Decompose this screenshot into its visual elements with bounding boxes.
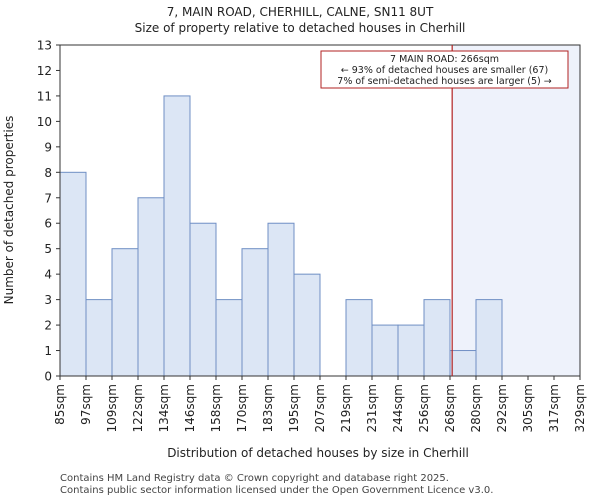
y-tick-label-6: 6 [44,217,52,231]
y-tick-label-3: 3 [44,293,52,307]
highlight-region [452,45,580,376]
y-tick-label-7: 7 [44,191,52,205]
annotation-line-3: 7% of semi-detached houses are larger (5… [337,76,551,87]
bar-109sqm [111,248,139,377]
footer-line-2: Contains public sector information licen… [60,485,493,496]
y-tick-label-13: 13 [37,39,52,53]
x-tick-label-183sqm: 183sqm [261,384,275,432]
y-tick-label-10: 10 [37,115,52,129]
y-tick-label-2: 2 [44,319,52,333]
bar-231sqm [371,324,399,377]
x-tick-label-244sqm: 244sqm [391,384,405,432]
bar-183sqm [267,222,295,377]
bar-195sqm [293,273,321,377]
x-tick-label-170sqm: 170sqm [235,384,249,432]
y-tick-label-11: 11 [37,89,52,103]
bar-134sqm [163,95,191,377]
x-tick-label-305sqm: 305sqm [521,384,535,432]
x-axis-label: Distribution of detached houses by size … [167,446,469,460]
y-tick-label-12: 12 [37,64,52,78]
bar-256sqm [423,299,451,377]
y-tick-label-9: 9 [44,140,52,154]
bar-122sqm [137,197,165,377]
y-tick-label-4: 4 [44,268,52,282]
annotation-box [320,50,569,89]
bar-97sqm [85,299,113,377]
x-tick-label-85sqm: 85sqm [53,384,67,425]
y-tick-label-8: 8 [44,166,52,180]
bar-280sqm [475,299,503,377]
x-tick-label-329sqm: 329sqm [573,384,587,432]
y-tick-label-1: 1 [44,344,52,358]
chart-subtitle: Size of property relative to detached ho… [135,21,466,35]
y-axis-label: Number of detached properties [2,116,16,305]
annotation-line-1: 7 MAIN ROAD: 266sqm [390,54,499,65]
x-tick-label-292sqm: 292sqm [495,384,509,432]
bar-170sqm [241,248,269,377]
x-tick-label-207sqm: 207sqm [313,384,327,432]
bar-85sqm [59,171,87,377]
x-tick-label-256sqm: 256sqm [417,384,431,432]
x-tick-label-317sqm: 317sqm [547,384,561,432]
bar-158sqm [215,299,243,377]
x-tick-label-134sqm: 134sqm [157,384,171,432]
y-tick-label-0: 0 [44,370,52,384]
x-tick-label-195sqm: 195sqm [287,384,301,432]
x-tick-label-219sqm: 219sqm [339,384,353,432]
x-tick-label-97sqm: 97sqm [79,384,93,425]
footer-line-1: Contains HM Land Registry data © Crown c… [60,473,449,484]
bar-244sqm [397,324,425,377]
x-tick-label-231sqm: 231sqm [365,384,379,432]
y-tick-label-5: 5 [44,242,52,256]
x-tick-label-280sqm: 280sqm [469,384,483,432]
annotation-line-2: ← 93% of detached houses are smaller (67… [341,65,548,76]
bar-219sqm [345,299,373,377]
x-tick-label-158sqm: 158sqm [209,384,223,432]
x-tick-label-109sqm: 109sqm [105,384,119,432]
x-tick-label-146sqm: 146sqm [183,384,197,432]
x-tick-label-268sqm: 268sqm [443,384,457,432]
bar-268sqm [449,350,477,377]
x-tick-label-122sqm: 122sqm [131,384,145,432]
bar-146sqm [189,222,217,377]
chart-title: 7, MAIN ROAD, CHERHILL, CALNE, SN11 8UT [167,5,434,19]
